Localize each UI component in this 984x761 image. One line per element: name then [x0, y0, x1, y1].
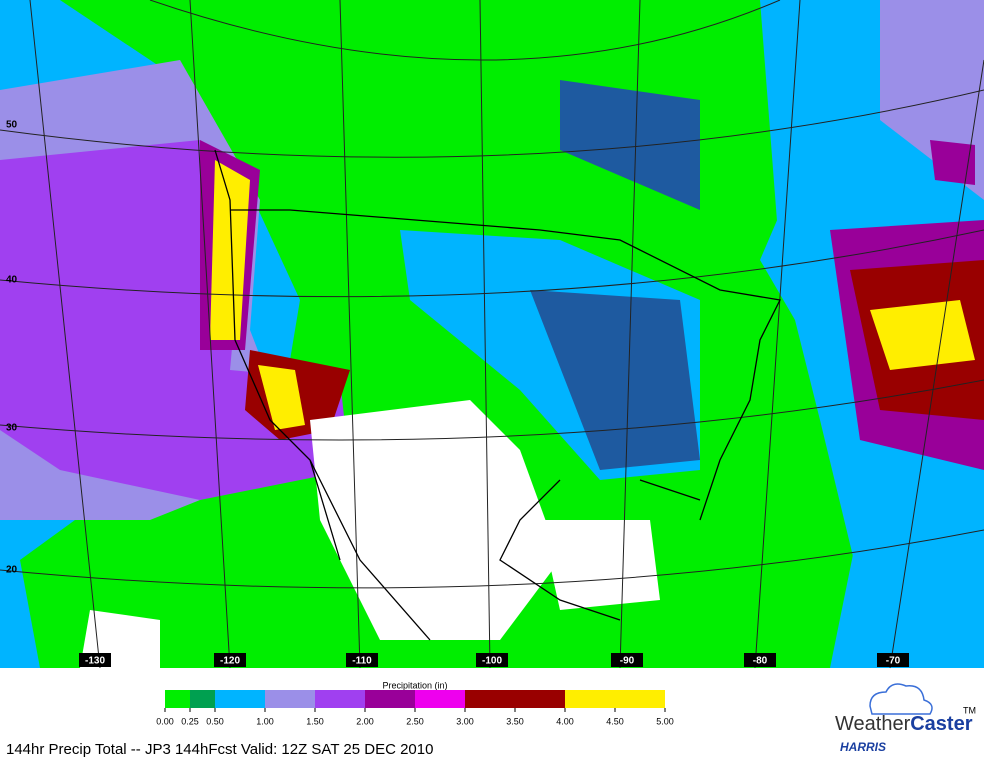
legend-swatch: [615, 690, 665, 708]
logo: WeatherCaster TM HARRIS: [835, 683, 976, 754]
legend-swatch: [215, 690, 265, 708]
lon-label-box: [79, 653, 111, 667]
lon-label: -130: [85, 656, 105, 667]
caption: 144hr Precip Total -- JP3 144hFcst Valid…: [6, 741, 433, 758]
legend-tick-label: 3.50: [506, 716, 524, 726]
lon-label-box: [744, 653, 776, 667]
legend-tick-label: 1.00: [256, 716, 274, 726]
precip-map: [0, 0, 984, 669]
legend-tick-label: 5.00: [656, 716, 674, 726]
legend-tick-label: 0.25: [181, 716, 199, 726]
legend-title: Precipitation (in): [382, 680, 447, 690]
lon-label-box: [346, 653, 378, 667]
logo-company: HARRIS: [840, 740, 886, 754]
legend-tick-label: 1.50: [306, 716, 324, 726]
legend-swatch: [415, 690, 465, 708]
legend-swatch: [190, 690, 215, 708]
lon-label-box: [214, 653, 246, 667]
lon-label: -90: [620, 656, 635, 667]
lon-label-box: [877, 653, 909, 667]
logo-tm: TM: [963, 705, 976, 715]
lat-label: 20: [6, 565, 18, 576]
legend-tick-label: 2.50: [406, 716, 424, 726]
logo-name: WeatherCaster: [835, 713, 973, 735]
legend-swatch: [465, 690, 515, 708]
legend-tick-label: 4.00: [556, 716, 574, 726]
legend-swatch: [315, 690, 365, 708]
lat-label: 30: [6, 423, 18, 434]
lon-label: -70: [886, 656, 901, 667]
legend-tick-label: 3.00: [456, 716, 474, 726]
legend-swatch: [515, 690, 565, 708]
lat-label: 50: [6, 120, 18, 131]
legend-tick-label: 4.50: [606, 716, 624, 726]
legend-tick-label: 0.50: [206, 716, 224, 726]
lat-label: 40: [6, 275, 18, 286]
lon-label: -100: [482, 656, 502, 667]
lon-label: -120: [220, 656, 240, 667]
legend-swatch: [565, 690, 615, 708]
lon-label-box: [611, 653, 643, 667]
legend: 0.00 0.25 0.50 1.00 1.50 2.00 2.50 3.00 3.50 4.00…: [156, 690, 674, 726]
lon-label: -110: [352, 656, 372, 667]
legend-swatch: [165, 690, 190, 708]
lon-labels: -130 -120 -110 -100 -90 -80 -70: [79, 653, 909, 667]
legend-swatch: [265, 690, 315, 708]
legend-swatch: [365, 690, 415, 708]
lon-label-box: [476, 653, 508, 667]
lon-label: -80: [753, 656, 768, 667]
legend-tick-label: 2.00: [356, 716, 374, 726]
legend-tick-label: 0.00: [156, 716, 174, 726]
lat-labels: 50 40 30 20: [6, 120, 18, 576]
